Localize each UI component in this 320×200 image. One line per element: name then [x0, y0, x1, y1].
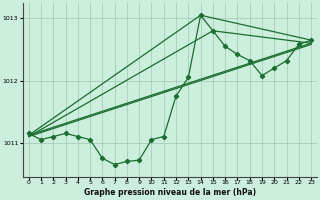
X-axis label: Graphe pression niveau de la mer (hPa): Graphe pression niveau de la mer (hPa)	[84, 188, 256, 197]
